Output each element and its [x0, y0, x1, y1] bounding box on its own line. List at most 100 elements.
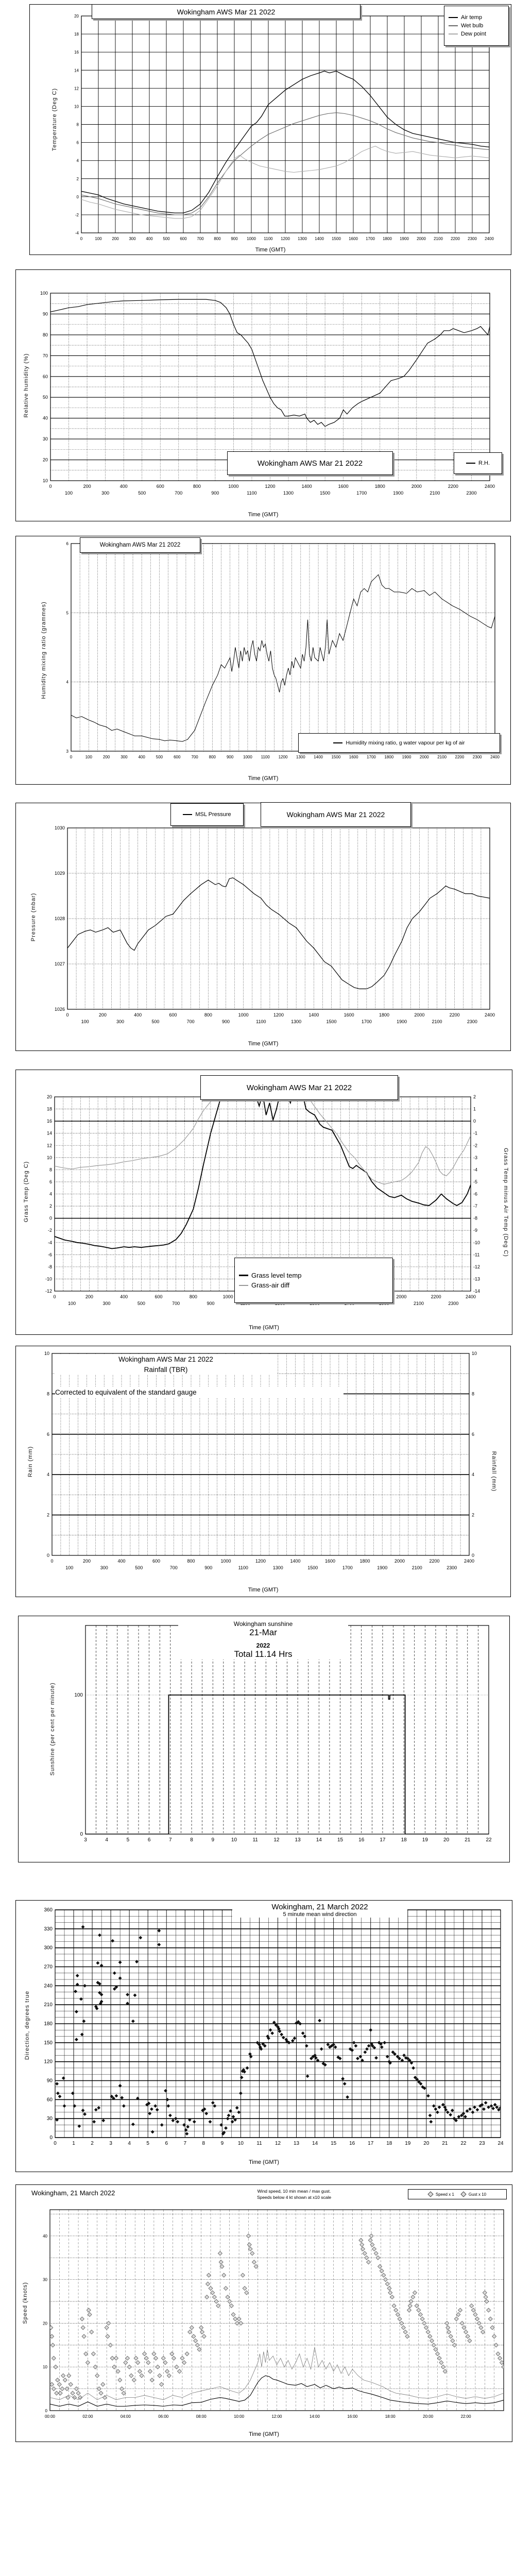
svg-text:800: 800: [209, 755, 216, 759]
svg-text:1500: 1500: [332, 236, 341, 241]
svg-text:18:00: 18:00: [385, 2414, 396, 2419]
svg-text:-6: -6: [473, 1192, 477, 1197]
svg-text:500: 500: [151, 1019, 159, 1024]
svg-text:1: 1: [72, 2141, 75, 2146]
svg-text:1700: 1700: [362, 1019, 372, 1024]
svg-text:6: 6: [148, 1837, 151, 1843]
svg-text:2000: 2000: [396, 1294, 406, 1299]
x-axis-title: Time (GMT): [255, 247, 286, 253]
svg-text:0: 0: [80, 1832, 83, 1837]
svg-text:20: 20: [443, 1837, 450, 1843]
wind-speed-legend: Speed x 1 Gust x 10: [408, 2189, 507, 2199]
mixing-ratio-line-marker: [333, 742, 343, 743]
svg-text:300: 300: [101, 490, 109, 496]
y-axis-title: Rain (mm): [27, 1446, 33, 1477]
svg-text:1400: 1400: [290, 1558, 300, 1564]
svg-text:270: 270: [44, 1964, 53, 1970]
svg-text:1600: 1600: [338, 484, 349, 489]
svg-text:00:00: 00:00: [45, 2414, 56, 2419]
svg-text:2: 2: [473, 1094, 476, 1099]
svg-text:30: 30: [43, 436, 48, 442]
grass-temp-legend: Grass level temp Grass-air diff: [234, 1258, 393, 1303]
svg-text:40: 40: [43, 416, 48, 421]
svg-text:9: 9: [221, 2141, 224, 2146]
legend-item: Grass level temp: [235, 1270, 306, 1280]
svg-text:1026: 1026: [55, 1007, 65, 1012]
svg-text:300: 300: [129, 236, 136, 241]
temperature-chart-canvas: 0 100 200 300 400 500 600 700 800 900 1000 1100 1200…: [74, 14, 494, 241]
svg-text:1000: 1000: [247, 236, 256, 241]
svg-text:2200: 2200: [450, 1012, 460, 1018]
y-axis-title: Relative humidity (%): [23, 353, 29, 418]
svg-text:60: 60: [47, 2097, 53, 2103]
gust-diamond-marker: [460, 2191, 467, 2197]
svg-text:1400: 1400: [315, 236, 324, 241]
svg-text:400: 400: [146, 236, 153, 241]
svg-text:1700: 1700: [344, 1301, 354, 1306]
svg-text:1800: 1800: [384, 755, 393, 759]
svg-text:1500: 1500: [310, 1301, 320, 1306]
svg-text:1800: 1800: [359, 1558, 370, 1564]
svg-text:2: 2: [77, 177, 79, 181]
svg-text:800: 800: [204, 1012, 212, 1018]
svg-text:6: 6: [472, 1432, 474, 1437]
svg-text:19: 19: [422, 1837, 428, 1843]
svg-text:800: 800: [190, 1294, 197, 1299]
svg-text:-13: -13: [473, 1276, 480, 1281]
svg-text:-4: -4: [48, 1240, 52, 1245]
svg-text:300: 300: [116, 1019, 124, 1024]
svg-text:8: 8: [47, 1391, 49, 1396]
humidity-chart-panel: 0 100 200 300 400 500 600 700 800 900 1000 1100 1200…: [15, 269, 511, 521]
wet-bulb-line-marker: [449, 25, 458, 26]
svg-text:1300: 1300: [298, 236, 307, 241]
svg-text:2300: 2300: [468, 236, 477, 241]
svg-text:08:00: 08:00: [196, 2414, 207, 2419]
mixing-ratio-chart-canvas: 0 100 200 300 400 500 600 700 800 900 1000 1100 1200…: [66, 541, 500, 759]
svg-text:4: 4: [66, 680, 69, 685]
svg-text:500: 500: [135, 1565, 143, 1570]
svg-text:12:00: 12:00: [271, 2414, 282, 2419]
rainfall-chart-panel: 0 100 200 300 400 500 600 700 800 900 1000 1100 1200…: [15, 1346, 511, 1597]
svg-text:1900: 1900: [402, 755, 411, 759]
svg-text:1500: 1500: [331, 755, 340, 759]
svg-text:-10: -10: [45, 1276, 52, 1281]
svg-text:700: 700: [187, 1019, 195, 1024]
chart-title: Wokingham, 21 March 2022: [31, 2189, 155, 2197]
svg-text:700: 700: [197, 236, 204, 241]
svg-text:1700: 1700: [367, 755, 376, 759]
svg-text:200: 200: [83, 484, 91, 489]
svg-text:2000: 2000: [417, 236, 426, 241]
svg-text:20:00: 20:00: [423, 2414, 434, 2419]
svg-text:2100: 2100: [432, 1019, 442, 1024]
svg-text:300: 300: [100, 1565, 108, 1570]
svg-text:30: 30: [43, 2278, 47, 2282]
svg-text:4: 4: [105, 1837, 108, 1843]
svg-text:11: 11: [252, 1837, 258, 1843]
svg-text:400: 400: [117, 1558, 125, 1564]
svg-text:1028: 1028: [55, 916, 65, 921]
svg-text:13: 13: [294, 2141, 300, 2146]
y-axis-title: Pressure (mbar): [30, 892, 37, 942]
svg-text:0: 0: [70, 755, 73, 759]
svg-text:900: 900: [227, 755, 234, 759]
svg-text:13: 13: [295, 1837, 301, 1843]
svg-text:600: 600: [169, 1012, 177, 1018]
legend-item: Speed x 1: [427, 2191, 455, 2197]
x-axis-title: Time (GMT): [248, 1041, 279, 1047]
svg-text:2400: 2400: [485, 484, 495, 489]
svg-text:22:00: 22:00: [461, 2414, 472, 2419]
svg-text:400: 400: [138, 755, 145, 759]
svg-text:-10: -10: [473, 1240, 480, 1245]
svg-text:5: 5: [127, 1837, 130, 1843]
x-axis-title: Time (GMT): [249, 1325, 279, 1331]
svg-text:8: 8: [49, 1167, 52, 1172]
y2-axis-title: Grass Temp minus Air Temp (Deg C): [503, 1147, 509, 1257]
svg-text:6: 6: [77, 141, 79, 145]
svg-text:300: 300: [44, 1945, 53, 1951]
rh-line-marker: [466, 463, 475, 464]
svg-text:0: 0: [47, 1553, 49, 1558]
svg-text:1600: 1600: [349, 755, 358, 759]
grass-air-diff-line-marker: [239, 1284, 248, 1286]
svg-text:2: 2: [91, 2141, 94, 2146]
